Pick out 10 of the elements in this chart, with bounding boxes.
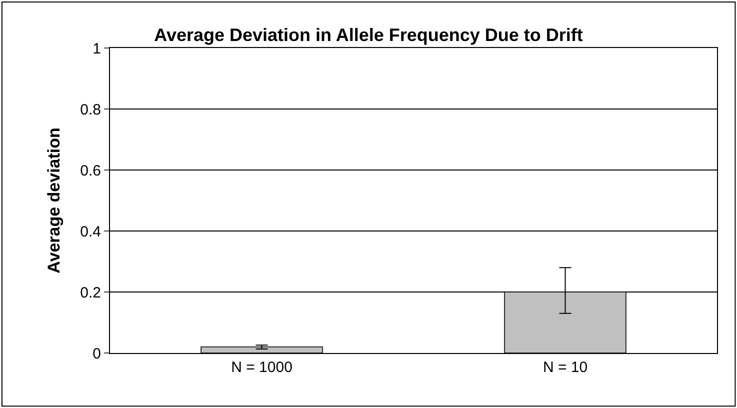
y-tick-label: 0.6 xyxy=(80,162,101,180)
y-tick-label: 0.2 xyxy=(80,284,101,302)
y-tick-label: 0.8 xyxy=(80,101,101,118)
y-tick-label: 0 xyxy=(92,345,101,362)
y-tick-label: 1 xyxy=(92,40,101,58)
x-tick-label: N = 1000 xyxy=(231,359,292,376)
y-tick-label: 0.4 xyxy=(80,223,101,240)
chart-title: Average Deviation in Allele Frequency Due to Drift xyxy=(154,24,583,45)
y-axis-title: Average deviation xyxy=(44,128,64,274)
x-tick-label: N = 10 xyxy=(542,359,588,376)
